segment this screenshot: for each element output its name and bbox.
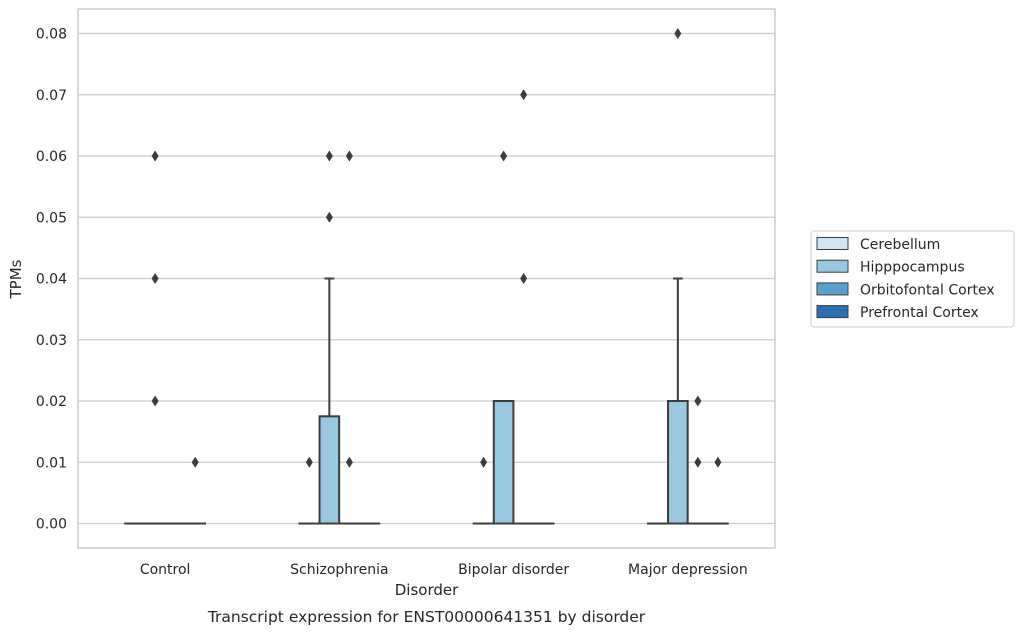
y-tick-label: 0.00 xyxy=(36,517,67,533)
x-tick-label: Schizophrenia xyxy=(290,562,388,578)
outlier-point xyxy=(480,456,488,468)
y-tick-label: 0.02 xyxy=(36,394,67,410)
outlier-point xyxy=(345,150,353,162)
x-axis-label: Disorder xyxy=(395,581,459,599)
x-tick-label: Control xyxy=(140,562,191,578)
box-0-3 xyxy=(184,456,207,525)
box-1-2 xyxy=(338,150,361,525)
y-tick-label: 0.03 xyxy=(36,333,67,349)
box-1-1 xyxy=(318,150,341,525)
box-body xyxy=(492,400,515,525)
x-tick-labels: Control Schizophrenia Bipolar disorder Majo… xyxy=(140,562,748,578)
outlier-point xyxy=(305,456,313,468)
x-tick-label: Major depression xyxy=(628,562,748,578)
y-tick-label: 0.01 xyxy=(36,455,67,471)
legend: Cerebellum Hipppocampus Orbitofontal Corte… xyxy=(810,230,1015,328)
legend-swatch xyxy=(816,237,849,250)
box-body xyxy=(318,415,341,525)
box-3-2 xyxy=(687,395,709,525)
legend-swatch xyxy=(816,259,849,273)
outlier-point xyxy=(151,395,159,407)
y-tick-labels: 0.00 0.01 0.02 0.03 0.04 0.05 0.06 0.07 0.08 xyxy=(36,27,67,533)
legend-frame xyxy=(810,230,1015,328)
y-tick-label: 0.04 xyxy=(36,272,67,288)
outlier-point xyxy=(500,150,508,162)
legend-label: Prefrontal Cortex xyxy=(860,305,979,321)
outlier-point xyxy=(191,456,199,468)
box-1-0 xyxy=(298,456,321,525)
y-axis-label: TPMs xyxy=(7,259,25,299)
legend-label: Orbitofontal Cortex xyxy=(860,282,995,298)
outlier-point xyxy=(325,150,333,162)
outlier-point xyxy=(520,273,528,284)
box-2-0 xyxy=(472,456,495,525)
outlier-point xyxy=(520,89,528,101)
outlier-point xyxy=(694,456,702,468)
box-3-3 xyxy=(707,456,729,525)
y-tick-label: 0.07 xyxy=(36,88,67,104)
legend-swatch xyxy=(816,305,849,319)
box-2-2 xyxy=(512,89,535,525)
legend-label: Hipppocampus xyxy=(860,260,965,276)
legend-label: Cerebellum xyxy=(860,237,940,253)
outlier-point xyxy=(694,395,702,407)
legend-swatch xyxy=(816,282,849,296)
outlier-point xyxy=(151,150,159,162)
outlier-point xyxy=(674,28,682,39)
plot-frame xyxy=(77,8,776,549)
box-2-1 xyxy=(492,150,515,525)
box-body xyxy=(667,400,689,525)
outlier-point xyxy=(345,456,353,468)
outlier-point xyxy=(151,273,159,284)
outlier-point xyxy=(714,456,722,468)
x-tick-label: Bipolar disorder xyxy=(458,562,569,578)
outlier-point xyxy=(325,211,333,223)
y-tick-label: 0.06 xyxy=(36,149,67,165)
y-tick-label: 0.05 xyxy=(36,210,67,226)
y-tick-label: 0.08 xyxy=(36,27,67,43)
chart-caption: Transcript expression for ENST0000064135… xyxy=(207,608,646,626)
box-3-1 xyxy=(667,28,689,525)
boxes-layer xyxy=(124,28,729,525)
box-0-1 xyxy=(144,150,166,525)
